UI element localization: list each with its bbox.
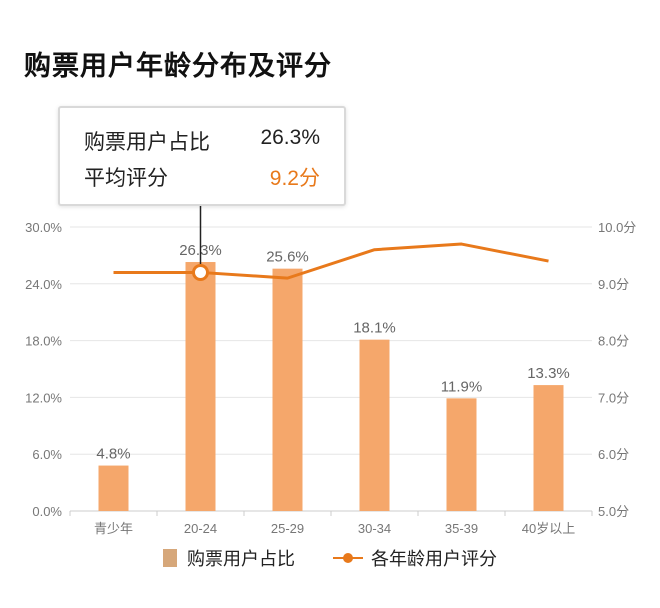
bar <box>446 398 477 511</box>
chart-title: 购票用户年龄分布及评分 <box>24 51 332 81</box>
bar <box>359 339 390 511</box>
x-tick-label: 青少年 <box>94 521 133 536</box>
bar <box>185 262 216 511</box>
bar <box>98 465 129 511</box>
tooltip: 购票用户占比 26.3% 平均评分 9.2分 <box>58 106 346 206</box>
score-line <box>113 242 549 280</box>
tooltip-share-label: 购票用户占比 <box>84 131 210 154</box>
y-left-tick-label: 0.0% <box>32 504 62 519</box>
tooltip-score-value: 9.2分 <box>269 167 320 190</box>
y-left-tick-label: 30.0% <box>25 220 62 235</box>
y-right-tick-label: 7.0分 <box>598 390 629 405</box>
highlight-point <box>192 263 209 281</box>
bar-value-label: 4.8% <box>96 446 130 463</box>
x-tick-label: 40岁以上 <box>522 521 575 536</box>
y-left-tick-label: 12.0% <box>25 390 62 405</box>
y-right-tick-label: 9.0分 <box>598 277 629 292</box>
legend-item-bar[interactable]: 购票用户占比 <box>163 546 295 570</box>
y-right-tick-label: 5.0分 <box>598 504 629 519</box>
legend-item-line[interactable]: 各年龄用户评分 <box>333 546 497 570</box>
bar-value-label: 25.6% <box>266 249 309 266</box>
bar-value-label: 13.3% <box>527 365 570 382</box>
legend-line-label: 各年龄用户评分 <box>371 549 497 569</box>
legend-bar-swatch <box>163 549 177 567</box>
legend: 购票用户占比 各年龄用户评分 <box>0 546 660 570</box>
y-right-tick-label: 10.0分 <box>598 220 636 235</box>
y-right-tick-label: 6.0分 <box>598 447 629 462</box>
x-tick-label: 20-24 <box>184 521 217 536</box>
y-left-tick-label: 6.0% <box>32 447 62 462</box>
x-tick-label: 30-34 <box>358 521 391 536</box>
bar-value-label: 18.1% <box>353 320 396 337</box>
y-right-tick-label: 8.0分 <box>598 334 629 349</box>
x-tick-label: 35-39 <box>445 521 478 536</box>
legend-bar-label: 购票用户占比 <box>187 549 295 569</box>
y-left-tick-label: 24.0% <box>25 277 62 292</box>
tooltip-score-label: 平均评分 <box>84 167 168 190</box>
bar-value-label: 11.9% <box>441 378 482 395</box>
bar <box>533 385 564 511</box>
legend-line-swatch <box>333 549 363 567</box>
y-left-tick-label: 18.0% <box>25 334 62 349</box>
tooltip-share-value: 26.3% <box>260 126 320 149</box>
bar <box>272 268 303 511</box>
x-tick-label: 25-29 <box>271 521 304 536</box>
